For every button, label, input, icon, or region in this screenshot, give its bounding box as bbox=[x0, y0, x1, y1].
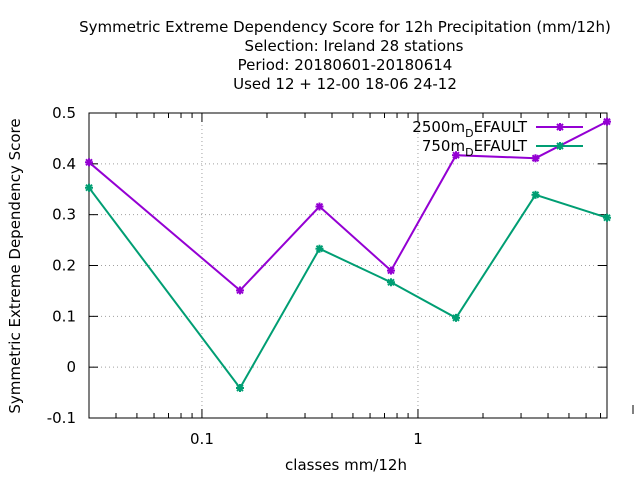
data-point bbox=[386, 278, 395, 287]
data-point bbox=[235, 384, 244, 393]
chart-title: Symmetric Extreme Dependency Score for 1… bbox=[79, 18, 611, 93]
marker-d2 bbox=[556, 123, 564, 131]
series-line bbox=[88, 187, 608, 390]
chart-title-line-1: Symmetric Extreme Dependency Score for 1… bbox=[79, 18, 611, 36]
marker-d2 bbox=[387, 278, 395, 286]
data-point bbox=[452, 151, 461, 160]
marker-d2 bbox=[85, 158, 93, 167]
legend-item-750m_DEFAULT: 750mDEFAULT bbox=[422, 137, 583, 159]
x-axis-label: classes mm/12h bbox=[285, 456, 407, 474]
y-tick-label: -0.1 bbox=[47, 409, 76, 427]
data-point bbox=[531, 190, 540, 199]
marker-d2 bbox=[452, 151, 460, 159]
marker-d2 bbox=[603, 117, 611, 126]
y-tick-label: 0.5 bbox=[52, 104, 76, 122]
series-750m_DEFAULT bbox=[85, 183, 611, 393]
data-point bbox=[603, 117, 611, 126]
marker-d2 bbox=[85, 184, 93, 192]
data-point bbox=[452, 313, 461, 322]
marker-d2 bbox=[387, 266, 395, 275]
marker-d2 bbox=[236, 286, 244, 295]
data-point bbox=[531, 154, 540, 163]
legend-item-2500m_DEFAULT: 2500mDEFAULT bbox=[412, 118, 583, 140]
y-tick-label: 0.3 bbox=[52, 206, 76, 224]
marker-d2 bbox=[236, 384, 244, 392]
chart-title-line-3: Period: 20180601-20180614 bbox=[238, 56, 453, 74]
x-tick-label: 1 bbox=[413, 430, 423, 448]
data-point bbox=[315, 202, 324, 211]
legend-marker bbox=[556, 142, 564, 150]
y-tick-label: 0 bbox=[66, 358, 76, 376]
data-point bbox=[85, 183, 93, 192]
legend-label: 750mDEFAULT bbox=[422, 137, 528, 159]
data-point bbox=[235, 286, 244, 295]
marker-d2 bbox=[452, 314, 460, 322]
marker-d2 bbox=[531, 191, 540, 199]
x-tick-label: 0.1 bbox=[190, 430, 214, 448]
plot-frame bbox=[88, 112, 608, 419]
grid bbox=[89, 113, 607, 418]
y-axis-label: Symmetric Extreme Dependency Score bbox=[6, 118, 24, 413]
y-tick-label: 0.4 bbox=[52, 155, 76, 173]
tick-labels: 0.5 0.4 0.3 0.2 0.1 0 -0.1 0.1 1 bbox=[47, 104, 423, 448]
series-group bbox=[85, 117, 611, 393]
chart-title-line-2: Selection: Ireland 28 stations bbox=[245, 37, 464, 55]
y-tick-label: 0.1 bbox=[52, 307, 76, 325]
marker-d2 bbox=[315, 202, 324, 211]
y-tick-label: 0.2 bbox=[52, 257, 76, 275]
data-point bbox=[85, 158, 93, 167]
legend-label: 2500mDEFAULT bbox=[412, 118, 528, 140]
chart-title-line-4: Used 12 + 12-00 18-06 24-12 bbox=[233, 75, 457, 93]
legend-marker bbox=[556, 123, 564, 131]
data-point bbox=[386, 266, 395, 275]
data-point bbox=[603, 213, 611, 222]
marker-d2 bbox=[531, 154, 540, 162]
data-point bbox=[315, 244, 324, 253]
marker-d2 bbox=[315, 245, 324, 253]
marker-d2 bbox=[603, 214, 611, 222]
series-2500m_DEFAULT bbox=[85, 117, 611, 295]
marker-d2 bbox=[556, 142, 564, 150]
